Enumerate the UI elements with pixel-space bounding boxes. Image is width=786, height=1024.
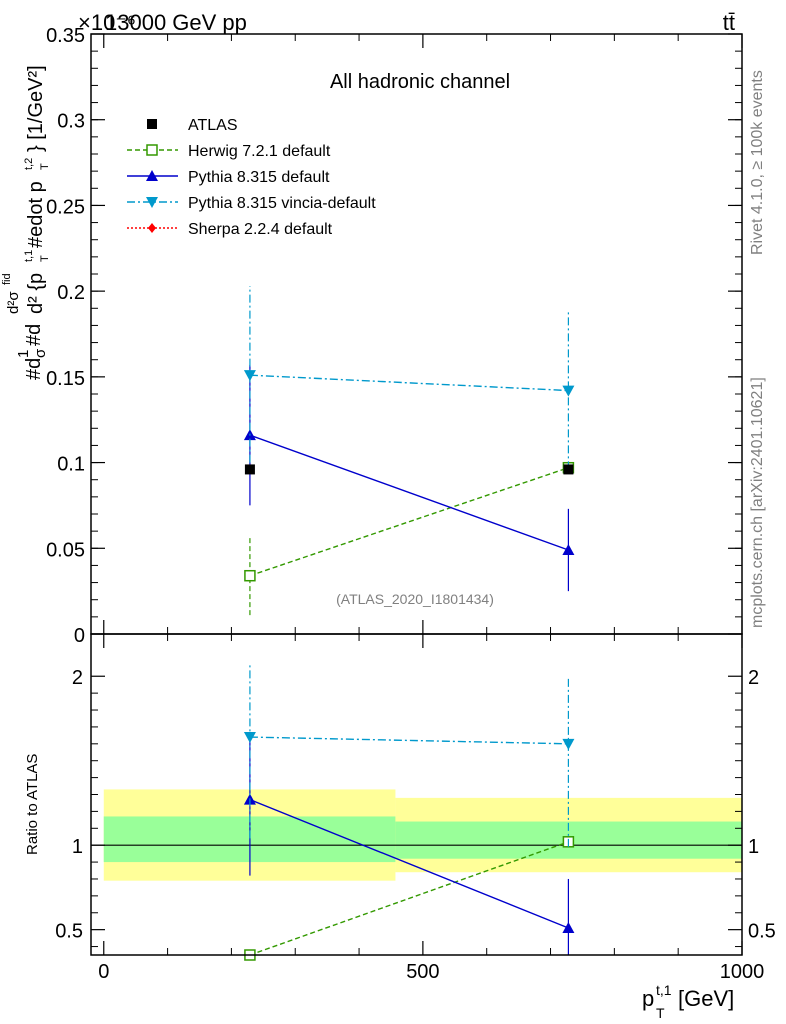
ratio-tick-label-right: 1 [748,836,759,858]
x-axis-title-sup: t,1 [656,982,672,998]
y-axis-title-part: d²σ [5,291,22,314]
rivet-version-label: Rivet 4.1.0, ≥ 100k events [749,70,766,255]
legend-marker [146,197,158,208]
legend-marker [148,223,156,233]
x-tick-label: 1000 [720,961,765,983]
x-axis-title-unit: [GeV] [678,986,734,1011]
series-point [562,385,575,397]
y-axis-title-part: 1 [15,350,32,358]
atlas-data-point [244,464,255,475]
y-axis-title-part: σ [32,348,49,358]
y-tick-label: 0.2 [57,282,85,304]
mcplots-source-label: mcplots.cern.ch [arXiv:2401.10621] [749,377,766,628]
series-line-2 [249,374,569,392]
x-tick-label: 500 [406,961,439,983]
y-axis-title-part: #d [23,324,45,346]
header-process-label: tt̄ [723,10,735,35]
y-axis-title-part: t,1 [23,250,35,262]
legend-marker [146,144,158,156]
header-energy-label: 13000 GeV pp [105,10,247,35]
y-axis-title-part: T [39,255,51,262]
header-exponent-label: ×10⁻⁶ [78,10,136,35]
y-tick-label: 0.3 [57,111,85,133]
ratio-line-2 [249,736,569,745]
ratio-tick-label: 0.5 [55,921,83,943]
analysis-tag: (ATLAS_2020_I1801434) [336,591,494,607]
legend-label: Pythia 8.315 default [188,169,330,186]
series-line-0 [249,467,569,577]
legend-label: ATLAS [188,117,238,134]
y-axis-title-part: #d [23,358,45,380]
y-axis-title-part: t,2 [23,158,35,170]
ratio-tick-label-right: 2 [748,667,759,689]
y-tick-label: 0.1 [57,454,85,476]
ratio-tick-label: 2 [72,667,83,689]
legend-label: Pythia 8.315 vincia-default [188,195,376,212]
y-tick-label: 0 [74,625,85,647]
y-tick-label: 0.05 [46,539,85,561]
y-axis-title-part: } [1/GeV²] [25,65,47,152]
y-axis-title-part: T [39,163,51,170]
y-axis-title: #d 1 σ #d d²σ fid d² {p t,1 T #edot p t,… [1,65,51,380]
y-tick-label: 0.15 [46,368,85,390]
x-tick-label: 0 [98,961,109,983]
ratio-point [562,921,575,933]
atlas-data-point [563,464,574,475]
ratio-line-1 [249,798,569,929]
x-axis-title-sub: T [656,1005,665,1021]
y-axis-title-part: d² {p [25,273,47,314]
legend-marker [146,170,158,181]
y-axis-title-part: #edot p [25,181,47,248]
y-tick-label: 0.25 [46,196,85,218]
series-line-1 [249,434,569,551]
series-point [243,370,256,382]
series-point [562,544,575,555]
series-point [244,569,256,582]
ratio-line-0 [249,841,569,956]
y-tick-label: 0.35 [46,25,85,47]
ratio-point [562,738,575,750]
x-axis-title-text: p [642,986,654,1011]
ratio-axis-title: Ratio to ATLAS [24,754,41,855]
ratio-point [243,732,256,744]
chart-title: All hadronic channel [330,71,510,93]
legend-label: Herwig 7.2.1 default [188,143,331,160]
ratio-tick-label: 1 [72,836,83,858]
x-axis-title: p t,1 T [GeV] [642,982,734,1021]
ratio-tick-label-right: 0.5 [748,921,776,943]
legend-marker [147,119,157,129]
y-axis-title-part: fid [1,273,13,285]
legend-label: Sherpa 2.2.4 default [188,221,333,238]
